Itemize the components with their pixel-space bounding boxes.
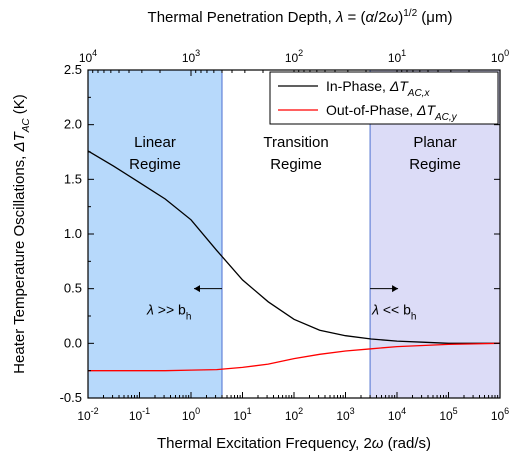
top-tick-label: 102 bbox=[285, 48, 303, 65]
series-lines bbox=[87, 150, 501, 372]
x-tick-label: 106 bbox=[491, 406, 509, 423]
annotation-arrowhead bbox=[194, 285, 201, 293]
region-label: Transition bbox=[263, 134, 328, 151]
region-1 bbox=[222, 70, 371, 398]
y-tick-label: 1.0 bbox=[64, 226, 82, 241]
x-tick-label: 10-2 bbox=[77, 406, 98, 423]
legend-label-1: Out-of-Phase, ΔTAC,y bbox=[326, 102, 458, 123]
annotations: λ >> bh λ << bh bbox=[146, 285, 416, 323]
region-label: Planar bbox=[413, 134, 456, 151]
axis-labels: Thermal Penetration Depth, λ = (α/2ω)1/2… bbox=[11, 8, 452, 452]
top-axis-title: Thermal Penetration Depth, λ = (α/2ω)1/2… bbox=[148, 8, 453, 26]
axis-ticks: 10-2 10-1 100 101 102 103 104 105 106 104 103 102 10… bbox=[60, 48, 510, 423]
top-tick-label: 103 bbox=[182, 48, 200, 65]
legend: In-Phase, ΔTAC,x Out-of-Phase, ΔTAC,y bbox=[269, 71, 499, 125]
region-label: Regime bbox=[270, 156, 322, 173]
y-tick-label: -0.5 bbox=[60, 390, 82, 405]
legend-label-0: In-Phase, ΔTAC,x bbox=[326, 78, 430, 99]
y-tick-label: 0.0 bbox=[64, 335, 82, 350]
x-axis-title: Thermal Excitation Frequency, 2ω (rad/s) bbox=[157, 435, 431, 452]
region-0 bbox=[88, 70, 223, 398]
y-axis-title: Heater Temperature Oscillations, ΔTAC (K… bbox=[11, 94, 32, 374]
top-tick-label: 100 bbox=[491, 48, 509, 65]
x-tick-label: 103 bbox=[336, 406, 354, 423]
y-tick-label: 1.5 bbox=[64, 171, 82, 186]
x-tick-label: 102 bbox=[285, 406, 303, 423]
region-label: Regime bbox=[129, 156, 181, 173]
region-label: Regime bbox=[409, 156, 461, 173]
regime-regions: Linear Regime Transition Regime Planar Regime bbox=[88, 70, 500, 398]
annotation-arrowhead bbox=[392, 285, 399, 293]
top-tick-label: 104 bbox=[79, 48, 97, 65]
y-tick-label: 0.5 bbox=[64, 281, 82, 296]
x-tick-label: 10-1 bbox=[129, 406, 150, 423]
y-tick-label: 2.0 bbox=[64, 117, 82, 132]
top-tick-label: 101 bbox=[388, 48, 406, 65]
annotation-text: λ >> bh bbox=[146, 302, 191, 323]
annotation-text: λ << bh bbox=[371, 302, 416, 323]
x-tick-label: 100 bbox=[182, 406, 200, 423]
legend-box bbox=[269, 71, 499, 125]
series-line-1 bbox=[88, 342, 501, 372]
y-tick-label: 2.5 bbox=[64, 62, 82, 77]
series-line-0 bbox=[87, 150, 500, 344]
x-tick-label: 105 bbox=[439, 406, 457, 423]
x-tick-label: 101 bbox=[233, 406, 251, 423]
x-tick-label: 104 bbox=[388, 406, 406, 423]
region-label: Linear bbox=[134, 134, 176, 151]
